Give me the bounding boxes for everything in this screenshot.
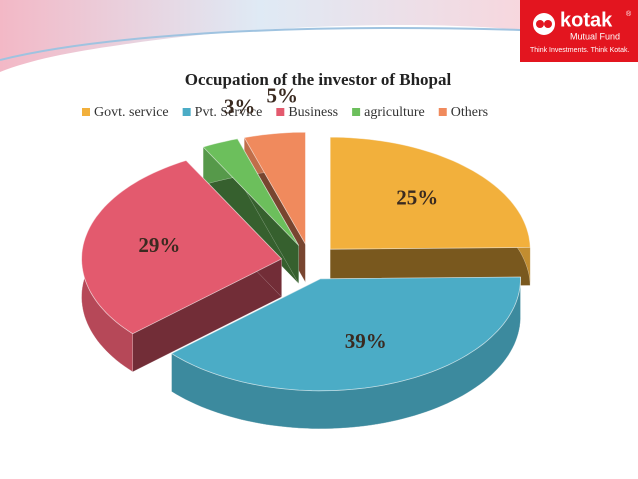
logo: kotak ® Mutual Fund Think Investments. T… — [530, 9, 632, 54]
data-label: 29% — [138, 233, 180, 257]
logo-tagline: Think Investments. Think Kotak. — [530, 47, 630, 54]
legend-label: Business — [288, 105, 338, 120]
legend-swatch — [438, 108, 447, 116]
legend-swatch — [276, 108, 285, 116]
logo-icon — [536, 20, 544, 28]
legend: Govt. service Pvt. Service Business agricul… — [82, 105, 488, 120]
legend-swatch — [82, 108, 90, 116]
logo-icon — [544, 20, 552, 28]
data-label: 3% — [224, 95, 256, 119]
data-label: 25% — [396, 186, 438, 210]
logo-name: kotak — [560, 9, 613, 31]
header-swoosh — [0, 0, 520, 72]
slice — [202, 138, 300, 246]
slice — [329, 136, 531, 250]
chart-title: Occupation of the investor of Bhopal — [185, 70, 452, 89]
legend-label: Govt. service — [94, 105, 169, 120]
slice — [81, 160, 283, 335]
slice — [243, 131, 306, 246]
data-label: 5% — [267, 84, 299, 108]
slice — [170, 276, 521, 392]
data-label: 39% — [345, 329, 387, 353]
legend-swatch — [352, 108, 361, 116]
legend-label: Pvt. Service — [195, 105, 263, 120]
legend-label: agriculture — [364, 105, 425, 120]
pie: 25% 39% 29% 3% 5% — [81, 84, 531, 430]
logo-subtitle: Mutual Fund — [570, 31, 620, 41]
logo-mark: ® — [626, 10, 632, 18]
header-line — [0, 27, 521, 61]
legend-label: Others — [451, 105, 488, 120]
legend-swatch — [182, 108, 191, 116]
